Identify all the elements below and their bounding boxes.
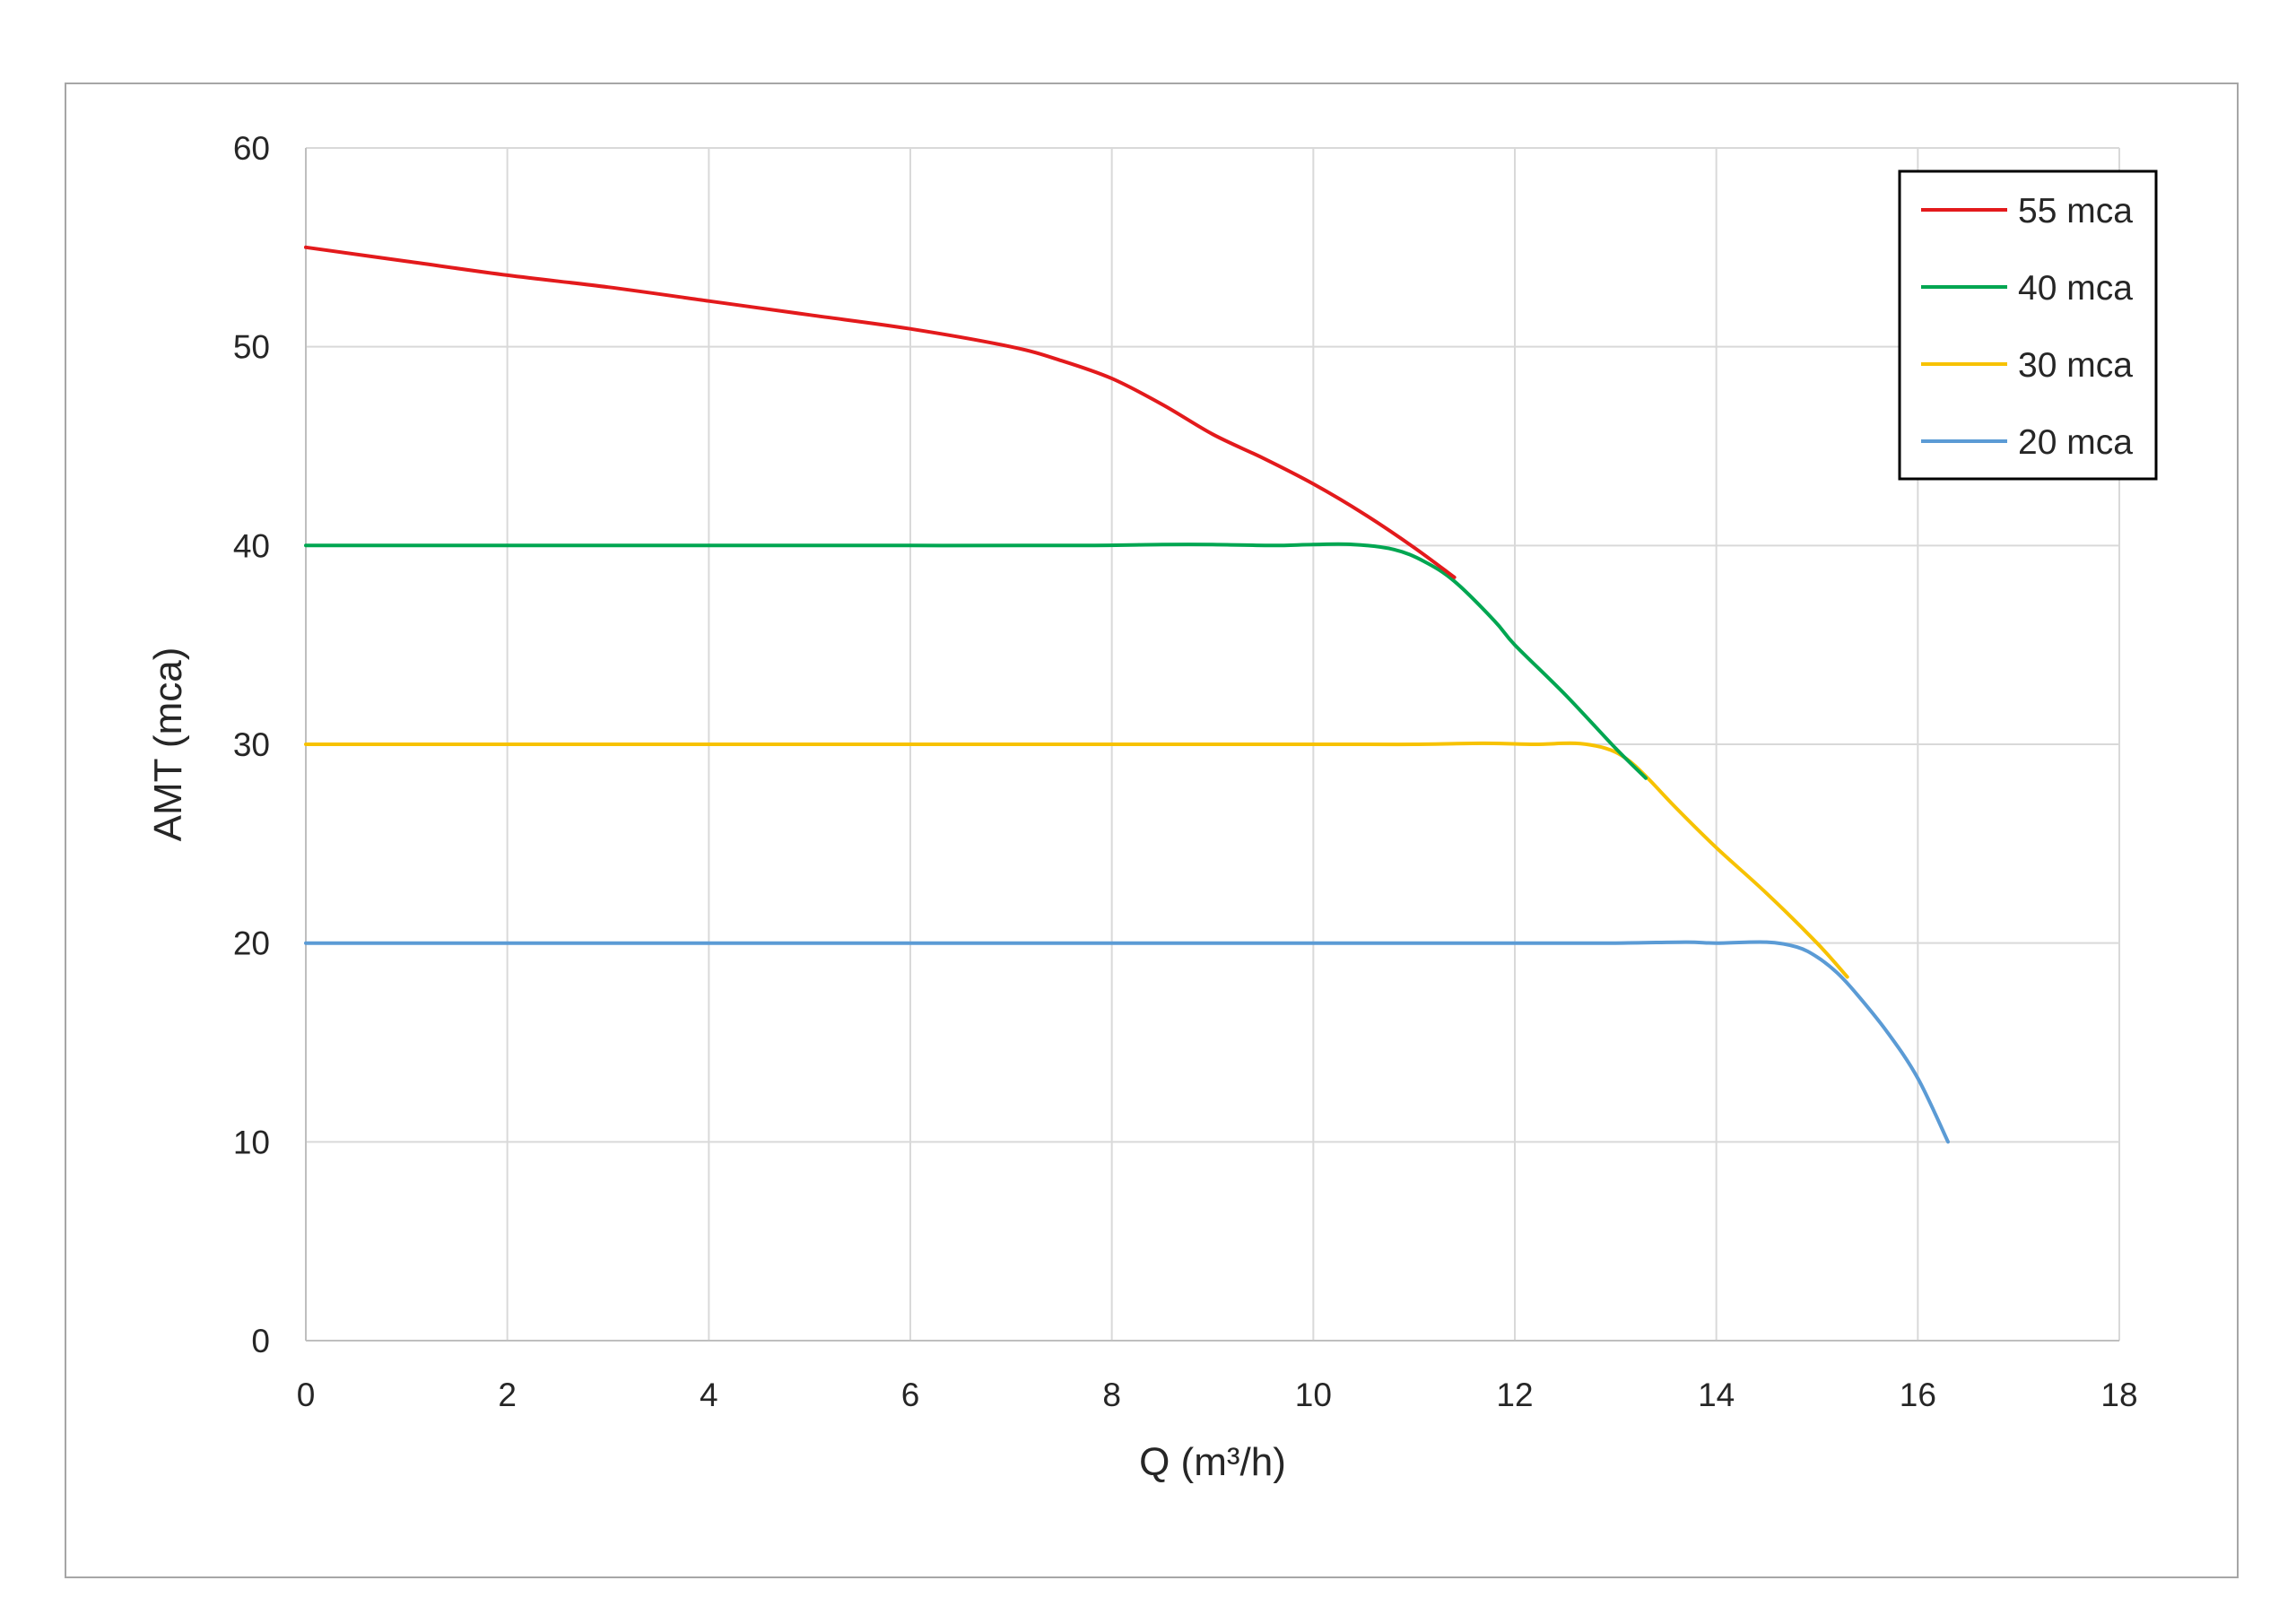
x-tick-label: 8 <box>1102 1376 1121 1413</box>
legend-label: 30 mca <box>2018 346 2133 385</box>
chart-container: 0 2 4 6 8 10 12 14 16 18 0 10 20 30 40 50 60 Q (m³/h) AM… <box>65 83 2239 1578</box>
axes: 0 2 4 6 8 10 12 14 16 18 0 10 20 30 40 50 60 <box>233 130 2138 1413</box>
x-tick-label: 2 <box>498 1376 517 1413</box>
x-tick-label: 0 <box>297 1376 316 1413</box>
series-line-2 <box>304 542 1648 780</box>
y-axis-title: AMT (mca) <box>146 647 190 842</box>
x-tick-label: 18 <box>2100 1376 2137 1413</box>
x-axis-title: Q (m³/h) <box>1139 1440 1286 1484</box>
y-tick-label: 60 <box>233 130 270 167</box>
legend-label: 40 mca <box>2018 269 2133 308</box>
y-tick-label: 50 <box>233 329 270 366</box>
legend-box <box>1898 169 2158 481</box>
x-tick-label: 12 <box>1496 1376 1533 1413</box>
series-lines <box>304 245 1950 1144</box>
y-tick-label: 20 <box>233 925 270 962</box>
legend: 55 mca 40 mca 30 mca 20 mca <box>1898 169 2158 481</box>
y-tick-label: 0 <box>251 1323 270 1359</box>
series-line-4 <box>304 940 1950 1144</box>
x-tick-label: 16 <box>1900 1376 1936 1413</box>
y-tick-label: 30 <box>233 726 270 763</box>
x-tick-label: 10 <box>1295 1376 1332 1413</box>
x-tick-label: 4 <box>700 1376 718 1413</box>
y-tick-label: 10 <box>233 1124 270 1160</box>
series-line-3 <box>304 741 1849 979</box>
line-chart: 0 2 4 6 8 10 12 14 16 18 0 10 20 30 40 50 60 Q (m³/h) AM… <box>146 130 2158 1484</box>
legend-label: 55 mca <box>2018 192 2133 230</box>
y-tick-label: 40 <box>233 527 270 564</box>
x-tick-label: 6 <box>901 1376 920 1413</box>
series-line-1 <box>304 245 1457 579</box>
legend-label: 20 mca <box>2018 423 2133 462</box>
x-tick-label: 14 <box>1698 1376 1735 1413</box>
